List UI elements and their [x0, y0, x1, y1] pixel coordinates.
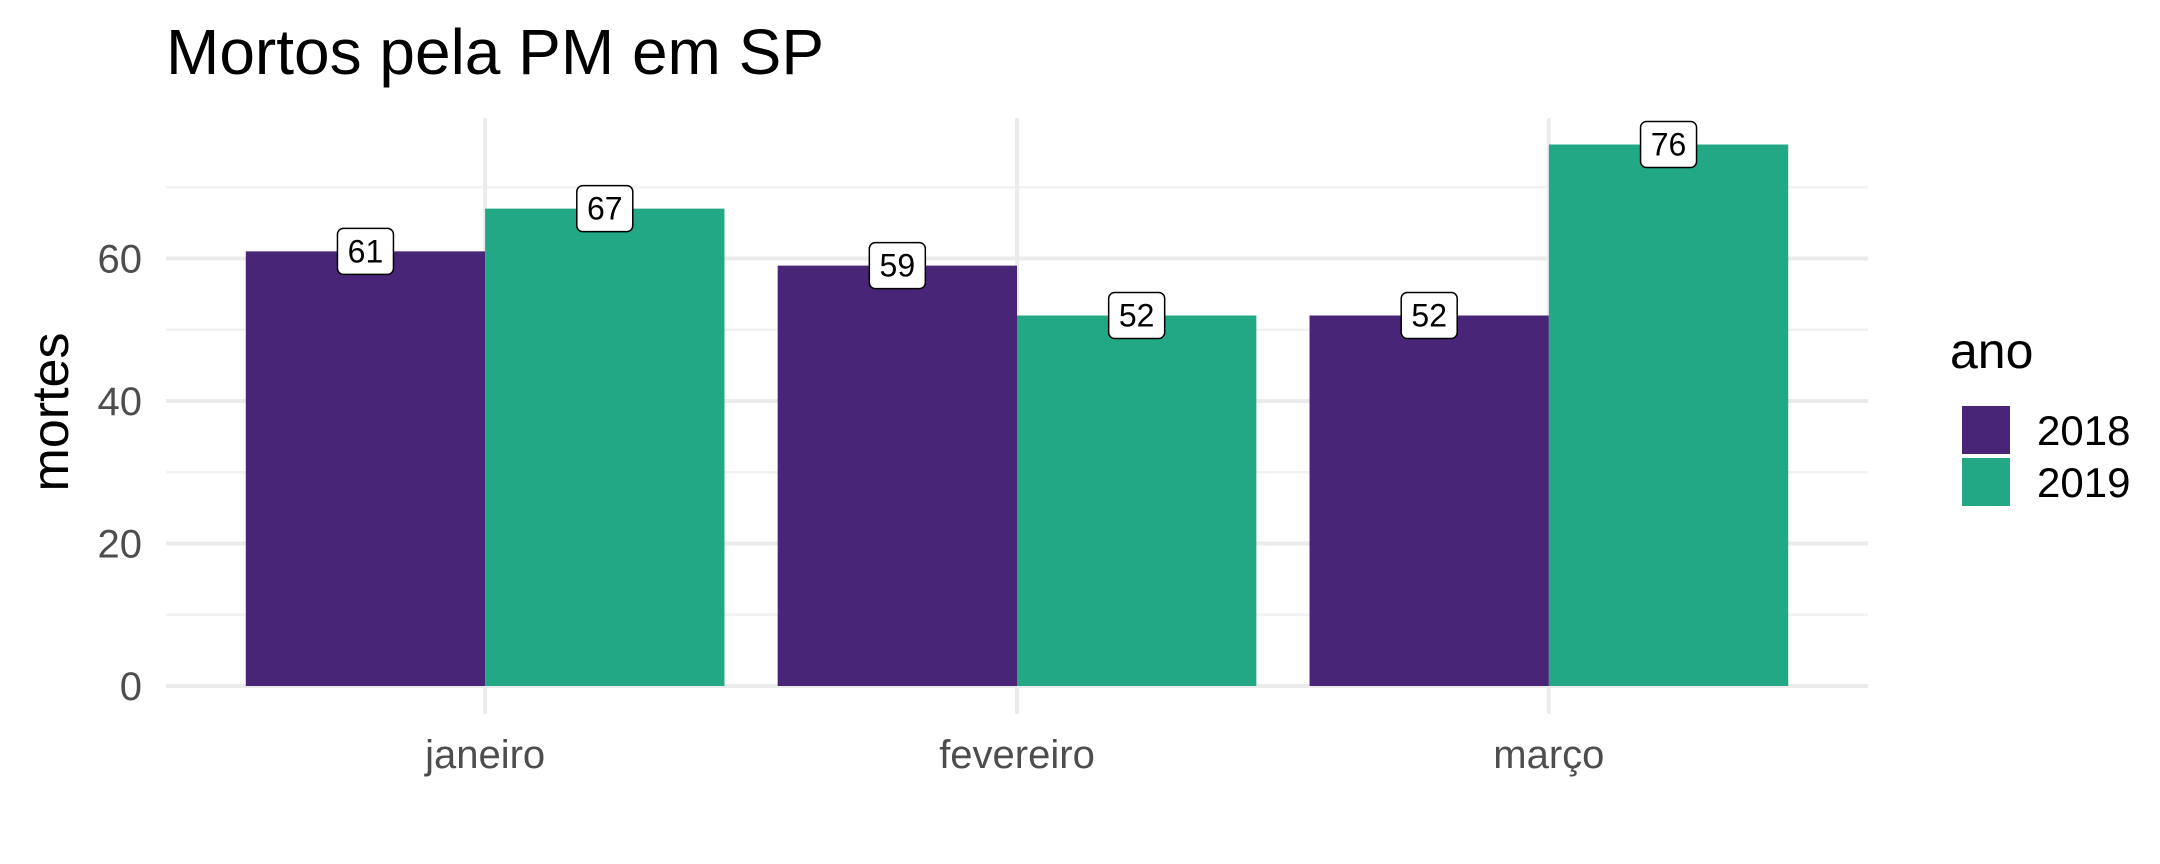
- bar-2018-fevereiro: [777, 265, 1017, 686]
- y-axis-label: mortes: [22, 333, 80, 492]
- data-label-box: [1107, 291, 1166, 340]
- bar-2019-fevereiro: [1017, 315, 1257, 686]
- bars-layer: [245, 144, 1789, 686]
- y-tick-label: 0: [120, 665, 142, 709]
- data-label-text: 59: [880, 248, 916, 284]
- data-label-box: [336, 227, 395, 276]
- data-label-2018-janeiro: 61: [336, 227, 395, 276]
- legend-swatch-2018: [1962, 406, 2010, 454]
- data-label-text: 76: [1651, 127, 1687, 163]
- data-label-2018-março: 52: [1400, 291, 1458, 340]
- legend-items: 2018 2019: [1962, 406, 2130, 506]
- legend-item-2019: 2019: [1962, 458, 2130, 506]
- y-tick-label: 40: [98, 380, 143, 424]
- data-label-box: [1400, 291, 1458, 340]
- bar-2019-março: [1548, 144, 1789, 686]
- bar-2018-janeiro: [245, 251, 486, 686]
- y-tick-label: 20: [98, 523, 143, 567]
- data-label-text: 52: [1411, 298, 1447, 334]
- data-label-2019-março: 76: [1639, 120, 1698, 169]
- x-tick-label: fevereiro: [939, 733, 1095, 777]
- data-label-text: 67: [587, 191, 623, 227]
- legend: ano 2018 2019: [1950, 323, 2130, 506]
- y-tick-label: 60: [98, 238, 143, 282]
- data-label-text: 61: [348, 233, 384, 269]
- legend-item-2018: 2018: [1962, 406, 2130, 454]
- data-label-text: 52: [1119, 298, 1155, 334]
- legend-label-2019: 2019: [2037, 459, 2130, 506]
- data-label-2018-fevereiro: 59: [868, 241, 927, 290]
- data-labels-layer: 61 59 52 67 52 76: [336, 120, 1698, 340]
- bar-2019-janeiro: [485, 208, 725, 686]
- data-label-box: [1639, 120, 1698, 169]
- chart-title: Mortos pela PM em SP: [166, 16, 824, 88]
- data-label-2019-janeiro: 67: [576, 184, 634, 233]
- tick-labels-layer: 0 20 40 60 janeiro fevereiro março: [98, 238, 1605, 778]
- x-tick-label: janeiro: [424, 733, 545, 777]
- data-label-box: [868, 241, 927, 290]
- data-label-2019-fevereiro: 52: [1107, 291, 1166, 340]
- legend-label-2018: 2018: [2037, 407, 2130, 454]
- legend-swatch-2019: [1962, 458, 2010, 506]
- data-label-box: [576, 184, 634, 233]
- x-tick-label: março: [1493, 733, 1604, 777]
- legend-title: ano: [1950, 323, 2033, 379]
- bar-2018-março: [1309, 315, 1549, 686]
